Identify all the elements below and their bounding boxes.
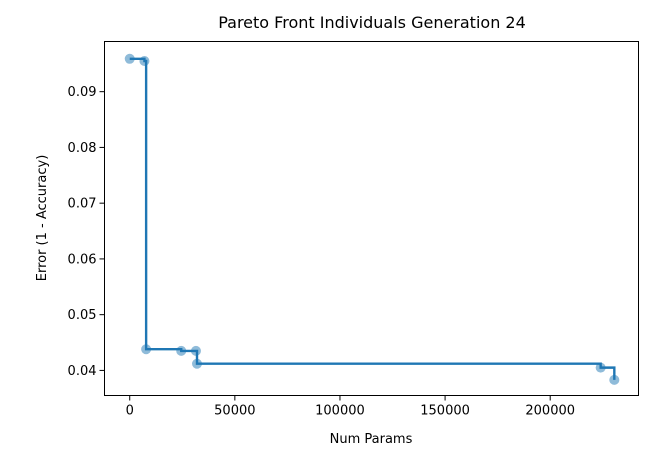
data-point [609, 374, 620, 385]
data-point [141, 344, 152, 355]
data-point [595, 362, 606, 373]
x-tick-label: 50000 [214, 404, 255, 419]
plot-area [124, 53, 620, 385]
y-axis: 0.04 0.05 0.06 0.07 0.08 0.09 [68, 85, 105, 379]
y-tick-label: 0.04 [68, 364, 97, 379]
data-point [139, 56, 150, 67]
y-tick-label: 0.08 [68, 141, 97, 156]
y-tick-label: 0.09 [68, 85, 97, 100]
x-tick-label: 150000 [420, 404, 470, 419]
plot-frame [104, 41, 639, 396]
x-axis: 0 50000 100000 150000 200000 [126, 395, 575, 419]
chart-title: Pareto Front Individuals Generation 24 [218, 13, 526, 32]
data-point [190, 345, 201, 356]
x-tick-label: 200000 [525, 404, 575, 419]
data-point [176, 345, 187, 356]
data-point [124, 53, 135, 64]
data-point [192, 358, 203, 369]
y-axis-label: Error (1 - Accuracy) [35, 155, 50, 282]
x-tick-label: 100000 [315, 404, 365, 419]
y-tick-label: 0.06 [68, 252, 97, 267]
pareto-step-line [129, 57, 616, 380]
x-tick-label: 0 [126, 404, 134, 419]
y-tick-label: 0.07 [68, 197, 97, 212]
x-axis-label: Num Params [330, 432, 413, 447]
y-tick-label: 0.05 [68, 308, 97, 323]
